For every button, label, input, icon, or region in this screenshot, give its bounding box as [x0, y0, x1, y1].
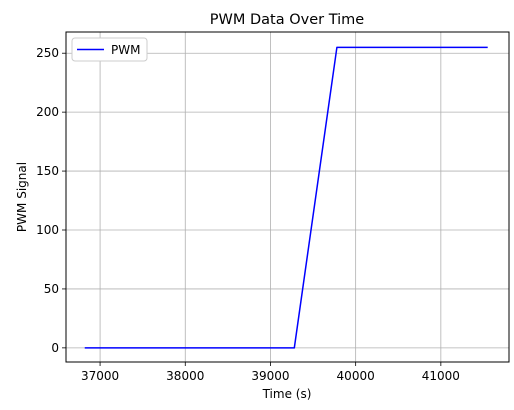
y-tick-label-4: 200 — [36, 105, 59, 119]
x-tick-label-3: 40000 — [337, 369, 375, 383]
y-tick-label-3: 150 — [36, 164, 59, 178]
x-tick-label-1: 38000 — [166, 369, 204, 383]
y-tick-label-1: 50 — [44, 282, 59, 296]
legend-label-pwm: PWM — [111, 43, 140, 57]
legend: PWM — [71, 37, 148, 62]
x-axis-ticks: 37000 38000 39000 40000 41000 — [81, 362, 460, 383]
y-axis-label: PWM Signal — [15, 162, 29, 232]
y-tick-label-0: 0 — [51, 341, 59, 355]
x-tick-label-0: 37000 — [81, 369, 119, 383]
chart-title: PWM Data Over Time — [210, 12, 364, 28]
grid-lines — [66, 32, 509, 362]
legend-box — [71, 37, 148, 62]
y-axis-ticks: 0 50 100 150 200 250 — [36, 46, 66, 355]
y-tick-label-2: 100 — [36, 223, 59, 237]
x-axis-label: Time (s) — [262, 387, 312, 401]
plot-frame — [65, 31, 510, 363]
x-tick-label-2: 39000 — [251, 369, 289, 383]
series-line-0 — [84, 46, 488, 349]
y-tick-label-5: 250 — [36, 46, 59, 60]
x-tick-label-4: 41000 — [422, 369, 460, 383]
series-layer — [84, 46, 488, 349]
